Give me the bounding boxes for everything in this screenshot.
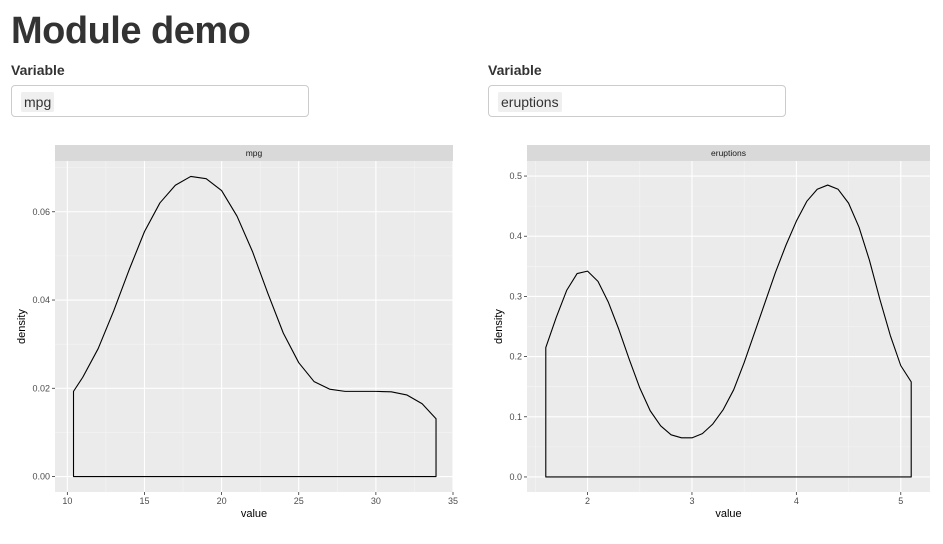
- variable-select[interactable]: eruptions: [488, 85, 786, 117]
- x-tick-label: 30: [371, 496, 381, 506]
- plot-panel: [55, 161, 453, 492]
- y-tick-label: 0.02: [32, 383, 50, 393]
- facet-strip-label: mpg: [246, 148, 263, 158]
- y-tick-label: 0.1: [509, 412, 522, 422]
- x-axis-title: value: [241, 508, 267, 520]
- y-tick-label: 0.06: [32, 207, 50, 217]
- x-tick-label: 5: [898, 496, 903, 506]
- variable-label: Variable: [11, 62, 65, 78]
- selected-variable-chip[interactable]: eruptions: [498, 92, 562, 112]
- x-tick-label: 10: [62, 496, 72, 506]
- y-tick-label: 0.3: [509, 291, 522, 301]
- x-tick-label: 35: [448, 496, 458, 506]
- x-tick-label: 2: [585, 496, 590, 506]
- density-curve: [72, 175, 437, 478]
- y-tick-label: 0.5: [509, 171, 522, 181]
- selected-variable-chip[interactable]: mpg: [21, 92, 55, 112]
- x-tick-label: 15: [139, 496, 149, 506]
- x-tick-label: 3: [689, 496, 694, 506]
- variable-label: Variable: [488, 62, 542, 78]
- variable-select[interactable]: mpg: [11, 85, 309, 117]
- density-curve: [545, 184, 912, 478]
- y-tick-label: 0.4: [509, 231, 522, 241]
- x-tick-label: 4: [794, 496, 799, 506]
- facet-strip: [527, 145, 930, 161]
- y-axis-title: density: [16, 309, 28, 344]
- y-tick-label: 0.2: [509, 352, 522, 362]
- x-axis-title: value: [715, 508, 741, 520]
- x-tick-label: 20: [217, 496, 227, 506]
- x-tick-label: 25: [294, 496, 304, 506]
- facet-strip: [55, 145, 453, 161]
- y-axis-title: density: [493, 309, 505, 344]
- density-plot: mpg 10 15 20 25 30 35 0.00 0.02 0.04 0.06 value dens…: [16, 145, 458, 520]
- y-tick-label: 0.0: [509, 472, 522, 482]
- y-tick-label: 0.00: [32, 472, 50, 482]
- density-plot: eruptions 2 3 4 5 0.0 0.1 0.2 0.3 0.4 0.5 value dens…: [493, 145, 930, 520]
- facet-strip-label: eruptions: [711, 148, 746, 158]
- y-tick-label: 0.04: [32, 295, 50, 305]
- page-title: Module demo: [11, 10, 251, 52]
